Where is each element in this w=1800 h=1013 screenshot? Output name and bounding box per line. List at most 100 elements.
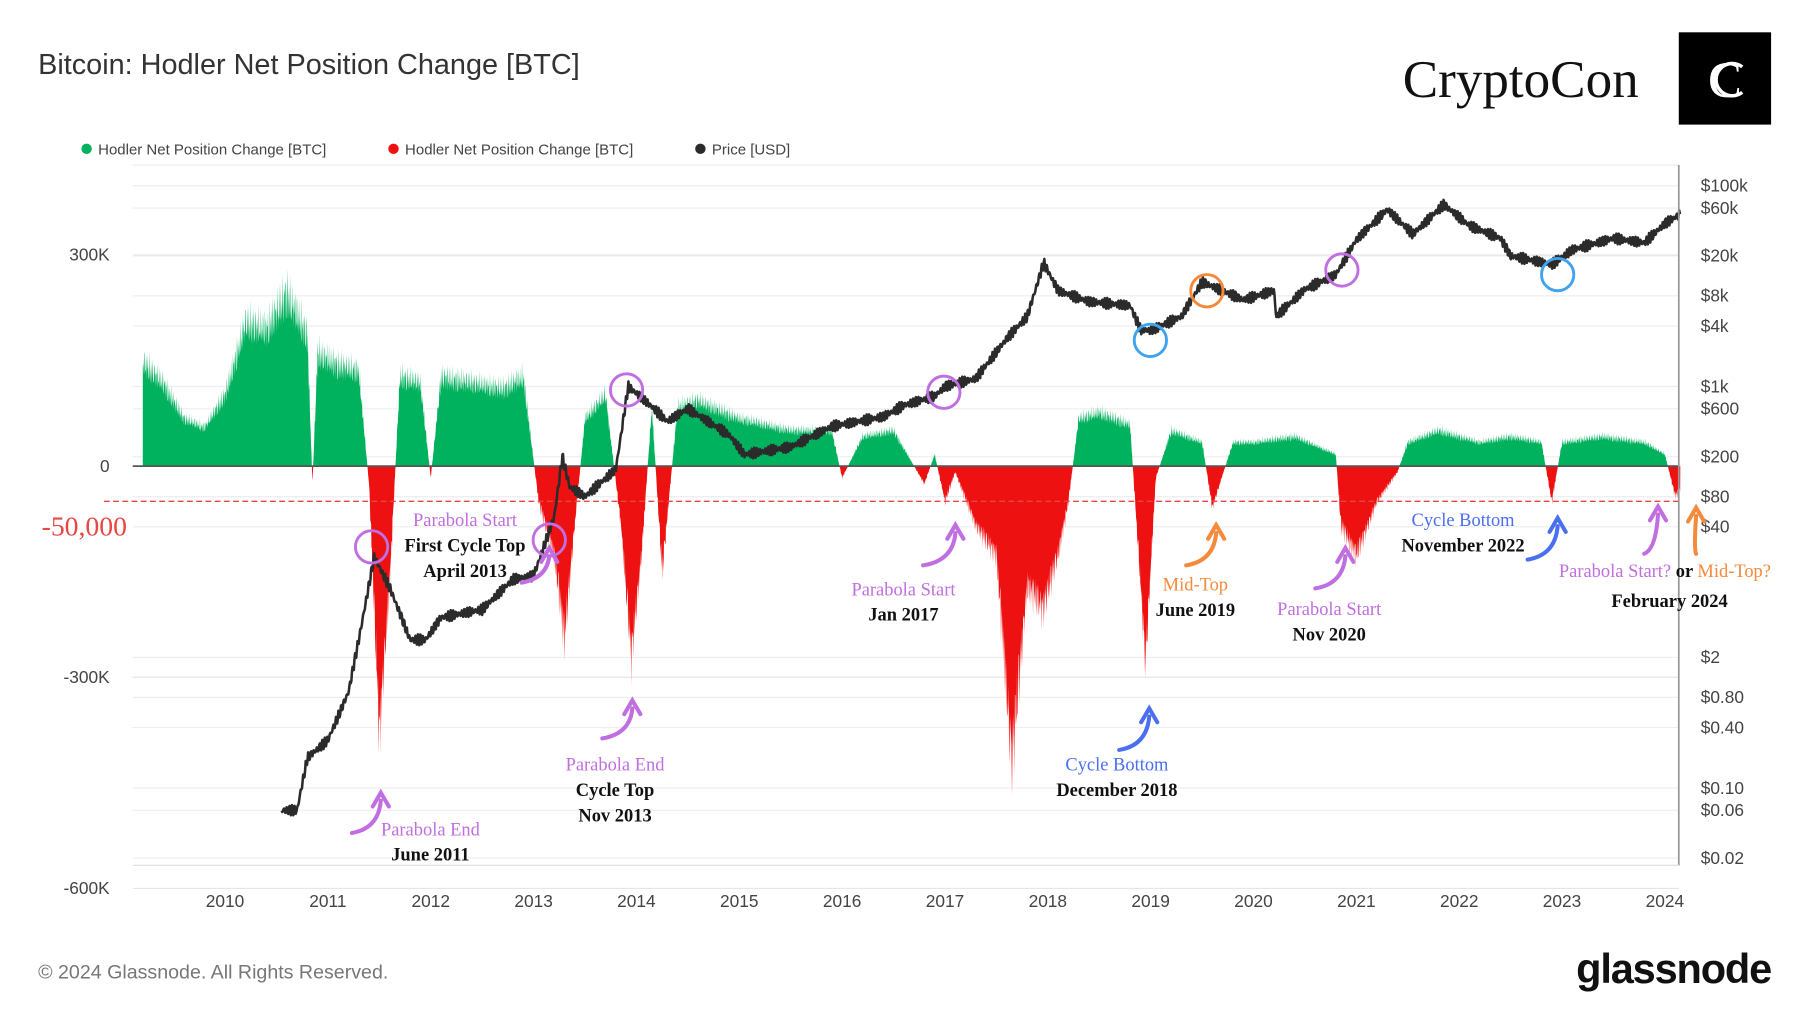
x-tick-label: 2010 xyxy=(206,891,244,911)
y-right-tick-label: $0.06 xyxy=(1701,800,1744,820)
annotation-circle xyxy=(926,374,962,410)
annotation-text: Cycle Bottom xyxy=(1412,510,1516,530)
y-right-tick-label: $2 xyxy=(1701,647,1720,667)
threshold-label: -50,000 xyxy=(42,510,127,541)
annotation-arrow xyxy=(921,531,958,568)
annotation-circle xyxy=(353,529,390,565)
y-left-tick-label: 0 xyxy=(100,456,110,476)
annotation-arrow xyxy=(1313,554,1348,591)
annotation-segment: Mid-Top? xyxy=(1697,561,1771,581)
annotation-circle xyxy=(1132,322,1168,358)
arrow-head-icon xyxy=(1547,514,1568,534)
x-tick-label: 2013 xyxy=(514,891,552,911)
annotation-arrow xyxy=(519,554,552,585)
x-tick-label: 2012 xyxy=(412,891,450,911)
x-tick-label: 2018 xyxy=(1029,891,1067,911)
annotation-text: Parabola Start xyxy=(851,579,956,599)
annotation-text: First Cycle Top xyxy=(405,535,526,555)
x-tick-label: 2015 xyxy=(720,891,758,911)
legend-label-1: Hodler Net Position Change [BTC] xyxy=(405,142,633,159)
annotation-segment: or xyxy=(1671,561,1697,581)
y-left-tick-label: -600K xyxy=(64,878,111,898)
x-tick-label: 2016 xyxy=(823,891,861,911)
annotation-text: Mid-Top xyxy=(1163,575,1228,595)
y-right-tick-label: $60k xyxy=(1701,198,1739,218)
price-line xyxy=(280,198,1682,817)
annotation-circle xyxy=(1189,273,1225,309)
y-right-tick-label: $20k xyxy=(1701,246,1739,266)
annotation-arrow xyxy=(1642,512,1661,556)
annotation-arrow xyxy=(1692,513,1699,556)
arrow-head-icon xyxy=(370,788,391,809)
x-tick-label: 2023 xyxy=(1543,891,1581,911)
annotation-text: Parabola Start xyxy=(413,510,518,530)
axes: 2010 2011 2012 2013 2014 2015 2016 2017 2018 2019… xyxy=(64,164,1748,911)
y-right-tick-label: $600 xyxy=(1701,399,1739,419)
arrow-head-icon xyxy=(1206,520,1227,541)
legend-label-0: Hodler Net Position Change [BTC] xyxy=(98,142,326,159)
annotation-circle xyxy=(608,372,645,408)
arrow-head-icon xyxy=(1139,704,1160,725)
annotation-text: Nov 2020 xyxy=(1293,624,1366,644)
annotation-text: June 2019 xyxy=(1156,600,1235,620)
y-right-tick-label: $0.02 xyxy=(1701,848,1744,868)
chart-title: Bitcoin: Hodler Net Position Change [BTC… xyxy=(38,49,580,81)
annotation-circle xyxy=(1540,256,1576,293)
x-tick-label: 2014 xyxy=(617,891,656,911)
y-right-tick-label: $8k xyxy=(1701,286,1729,306)
annotation-text: Parabola Start xyxy=(1277,599,1382,619)
y-right-tick-label: $200 xyxy=(1701,446,1739,466)
annotation-text: Jan 2017 xyxy=(868,605,938,625)
legend-label-2: Price [USD] xyxy=(712,142,790,159)
x-tick-label: 2019 xyxy=(1131,891,1169,911)
annotation-text: November 2022 xyxy=(1401,535,1524,555)
price-path xyxy=(280,198,1682,817)
footer-copyright: © 2024 Glassnode. All Rights Reserved. xyxy=(38,961,388,983)
brand-name: CryptoCon xyxy=(1403,51,1639,109)
y-right-tick-label: $0.80 xyxy=(1701,687,1744,707)
arrow-head-icon xyxy=(539,544,560,564)
arrow-head-icon xyxy=(1335,544,1356,564)
annotation-text: Parabola End xyxy=(381,819,480,839)
positive-area xyxy=(142,268,1681,467)
x-tick-label: 2021 xyxy=(1337,891,1375,911)
annotations: Parabola Start First Cycle Top April 2013 P… xyxy=(349,252,1771,865)
y-right-tick-label: $40 xyxy=(1701,517,1730,537)
y-right-tick-label: $80 xyxy=(1701,486,1730,506)
legend-marker-0 xyxy=(81,143,92,155)
legend-marker-2 xyxy=(695,143,706,155)
annotation-arrow xyxy=(1525,524,1560,562)
annotation-arrow xyxy=(1117,714,1152,752)
annotation-text: April 2013 xyxy=(423,561,507,581)
arrow-head-icon xyxy=(1685,503,1707,524)
glassnode-logo: glassnode xyxy=(1576,945,1771,992)
y-right-tick-label: $4k xyxy=(1701,316,1729,336)
annotation-text: February 2024 xyxy=(1611,591,1727,611)
annotation-text: December 2018 xyxy=(1056,780,1177,800)
annotation-text: June 2011 xyxy=(391,845,469,865)
y-right-tick-label: $0.10 xyxy=(1701,778,1744,798)
x-tick-label: 2020 xyxy=(1234,891,1272,911)
y-right-tick-label: $100k xyxy=(1701,176,1748,196)
y-right-tick-label: $1k xyxy=(1701,376,1729,396)
arrow-head-icon xyxy=(1647,502,1669,523)
annotation-circle xyxy=(1324,252,1360,288)
annotation-headline: Parabola Start? or Mid-Top? xyxy=(1559,561,1771,581)
annotation-text: Nov 2013 xyxy=(578,805,651,825)
x-tick-label: 2017 xyxy=(926,891,964,911)
brand-logo: C xyxy=(1678,32,1772,125)
arrow-head-icon xyxy=(945,520,966,541)
y-left-tick-label: 300K xyxy=(69,245,110,265)
annotation-text: Parabola End xyxy=(566,755,665,775)
x-tick-label: 2022 xyxy=(1440,891,1478,911)
legend-marker-1 xyxy=(388,143,399,155)
y-right-tick-label: $0.40 xyxy=(1701,717,1744,737)
hodler-areas: -50,000 xyxy=(42,268,1681,797)
legend: Hodler Net Position Change [BTC] Hodler N… xyxy=(81,142,790,159)
annotation-arrow xyxy=(349,798,383,836)
arrow-head-icon xyxy=(622,696,643,717)
annotation-segment: Parabola Start? xyxy=(1559,561,1671,581)
x-tick-label: 2024 xyxy=(1646,891,1685,911)
annotation-text: Cycle Top xyxy=(576,780,654,800)
